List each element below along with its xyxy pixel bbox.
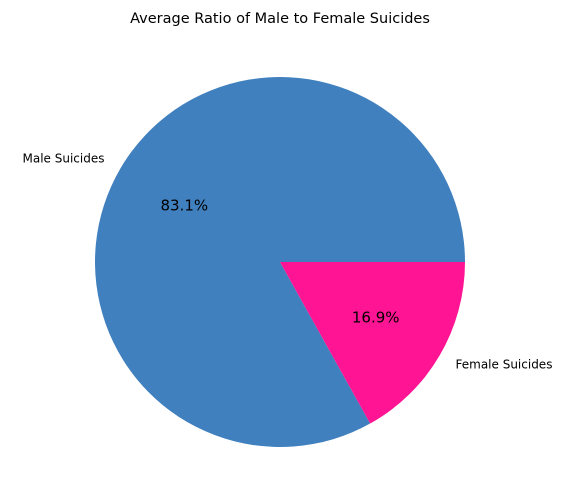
pie-label-0: Male Suicides bbox=[23, 152, 105, 166]
pie-slices bbox=[95, 76, 465, 447]
pie-slice-1 bbox=[280, 262, 465, 424]
pie-label-1: Female Suicides bbox=[456, 358, 553, 372]
pie-pct-label-1: 16.9% bbox=[352, 309, 400, 327]
pie-pct-label-0: 83.1% bbox=[160, 196, 208, 214]
chart-title: Average Ratio of Male to Female Suicides bbox=[130, 11, 430, 27]
pie-slice-0 bbox=[95, 76, 465, 447]
pie-labels: Male Suicides 83.1% Female Suicides 16.9% bbox=[23, 152, 553, 372]
